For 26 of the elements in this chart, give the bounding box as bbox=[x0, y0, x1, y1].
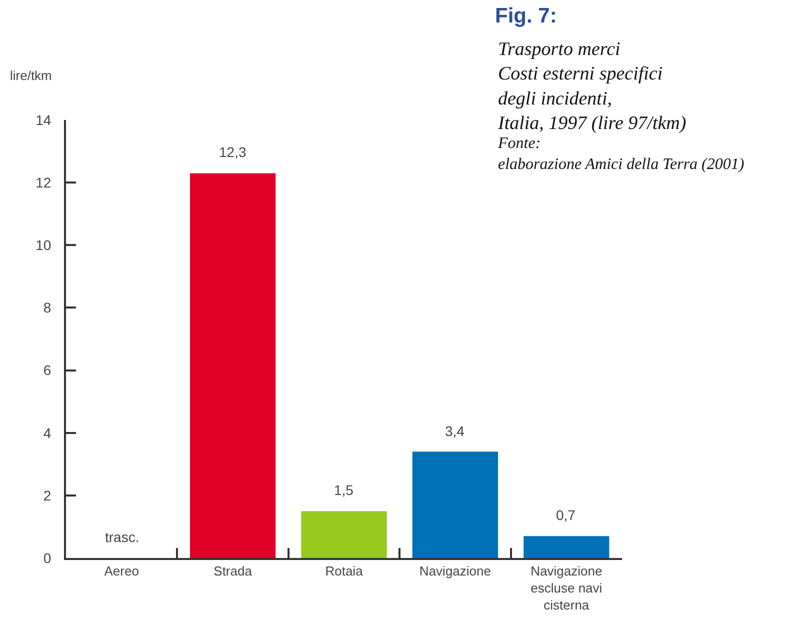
x-tick-label: Aereo bbox=[104, 564, 139, 579]
bar bbox=[412, 452, 498, 558]
x-tick-label: Strada bbox=[214, 564, 253, 579]
chart-subtitle: Trasporto merci Costi esterni specifici degli incidenti, Italia, 1997 (lire 97/tkm) bbox=[497, 39, 686, 134]
data-label: 12,3 bbox=[219, 144, 246, 160]
y-tick-label: 4 bbox=[43, 424, 52, 441]
bar bbox=[190, 173, 276, 558]
x-tick-label: Navigazione escluse navi cisterna bbox=[530, 564, 602, 612]
bar bbox=[301, 511, 387, 558]
y-tick-label: 2 bbox=[43, 487, 52, 504]
data-label: 1,5 bbox=[334, 482, 354, 498]
y-tick-label: 10 bbox=[36, 237, 52, 254]
data-label: 0,7 bbox=[556, 507, 576, 523]
chart-title: Fig. 7: bbox=[495, 4, 557, 28]
x-tick-label: Rotaia bbox=[325, 564, 364, 579]
y-tick-label: 8 bbox=[43, 300, 52, 316]
text: trasc. bbox=[105, 529, 140, 545]
y-tick-label: 0 bbox=[43, 550, 52, 566]
y-tick-label: 14 bbox=[36, 112, 52, 128]
data-label: 3,4 bbox=[445, 423, 465, 439]
y-axis-title: lire/tkm bbox=[10, 68, 52, 83]
y-tick-label: 6 bbox=[43, 362, 52, 378]
annotation: Fonte: elaborazione Amici della Terra (2001) bbox=[497, 135, 744, 173]
y-tick-label: 12 bbox=[36, 174, 52, 190]
x-tick-label: Navigazione bbox=[419, 564, 491, 579]
bar bbox=[524, 536, 610, 558]
